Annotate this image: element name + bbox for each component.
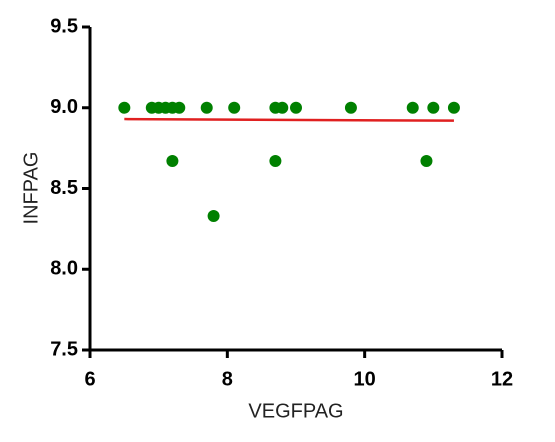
point: [276, 101, 289, 114]
x-tick-label: 10: [354, 368, 376, 390]
y-axis-title: INFPAG: [20, 152, 42, 225]
point: [207, 209, 220, 222]
y-tick-label: 9.5: [50, 15, 78, 37]
y-tick-label: 9.0: [50, 96, 78, 118]
x-tick-label: 8: [222, 368, 233, 390]
point: [447, 101, 460, 114]
trend-line: [124, 117, 454, 122]
y-tick-label: 8.0: [50, 258, 78, 280]
point: [173, 101, 186, 114]
point: [166, 155, 179, 168]
x-axis-title: VEGFPAG: [248, 400, 343, 422]
point: [118, 101, 131, 114]
point: [427, 101, 440, 114]
point: [406, 101, 419, 114]
point: [290, 101, 302, 114]
y-tick-label: 7.5: [50, 338, 78, 360]
point: [200, 101, 213, 114]
point: [420, 155, 433, 168]
point: [269, 155, 282, 168]
point: [228, 101, 241, 114]
point: [344, 101, 357, 114]
y-tick-label: 8.5: [50, 177, 78, 199]
x-tick-label: 6: [84, 368, 95, 390]
x-tick-label: 12: [491, 368, 513, 390]
